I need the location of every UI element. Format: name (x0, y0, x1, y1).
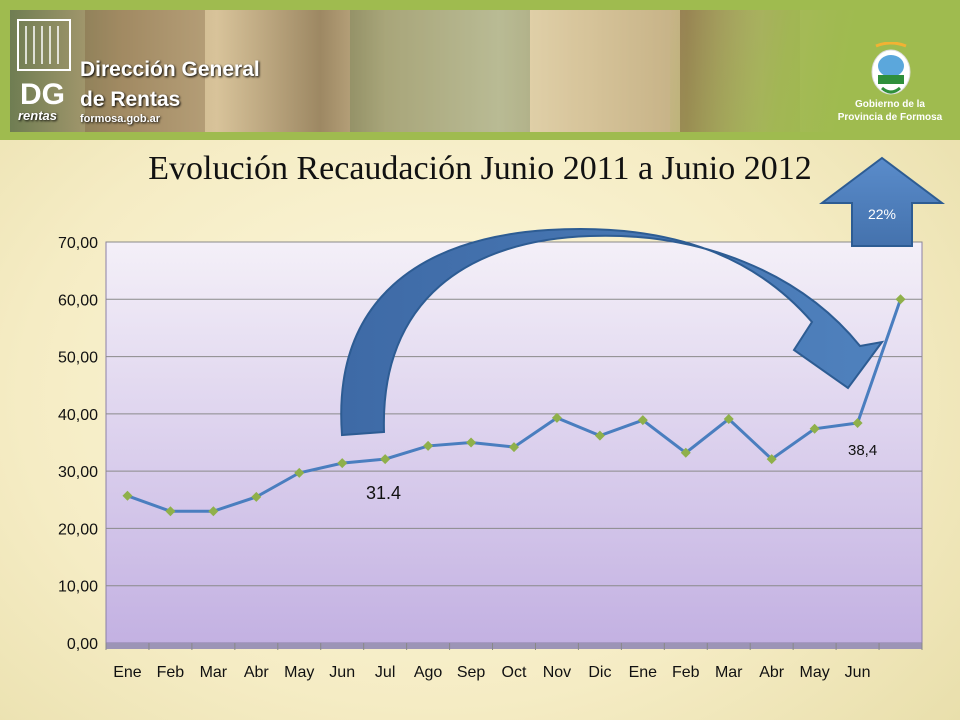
data-point (895, 294, 906, 305)
data-point (766, 454, 777, 465)
province-emblem-icon (871, 42, 911, 95)
data-point (294, 467, 305, 478)
data-point (466, 437, 477, 448)
y-tick-label: 10,00 (58, 579, 98, 596)
x-tick-label: Dic (588, 664, 611, 681)
x-tick-label: Ene (629, 664, 658, 681)
data-point (165, 506, 176, 517)
y-tick-label: 30,00 (58, 464, 98, 481)
data-point (251, 491, 262, 502)
data-label-jun: 31.4 (366, 483, 401, 503)
svg-text:DG: DG (20, 78, 65, 111)
series-markers (122, 294, 906, 517)
x-tick-label: May (284, 664, 314, 681)
x-tick-label: Ene (113, 664, 142, 681)
x-tick-label: Jul (375, 664, 395, 681)
data-point (637, 415, 648, 426)
header-banner: DG Dirección General de Rentas formosa.g… (0, 0, 960, 140)
x-tick-label: Abr (244, 664, 270, 681)
x-axis-ticks: Ene Feb Mar Abr May Jun Jul Ago Sep Oct Nov Dic Ene F… (105, 643, 923, 681)
x-tick-label: Jun (329, 664, 355, 681)
data-point (594, 430, 605, 441)
x-tick-label: Feb (157, 664, 185, 681)
dgr-logo: DG (17, 19, 71, 111)
x-tick-label: May (800, 664, 830, 681)
data-point (723, 414, 734, 425)
data-point (809, 423, 820, 434)
x-tick-label: Mar (715, 664, 743, 681)
x-tick-label: Mar (200, 664, 228, 681)
y-tick-label: 0,00 (67, 636, 98, 653)
curved-arrow-icon (340, 228, 885, 437)
x-tick-label: Jun (845, 664, 871, 681)
data-point (337, 458, 348, 469)
y-tick-label: 20,00 (58, 521, 98, 538)
x-tick-label: Oct (502, 664, 527, 681)
logo-rentas: rentas (18, 108, 58, 123)
data-label-last: 38,4 (848, 442, 877, 459)
grid-lines (106, 241, 922, 587)
data-point (380, 454, 391, 465)
data-point (509, 442, 519, 453)
data-point (680, 447, 691, 458)
plot-depth (106, 643, 922, 649)
data-point (852, 418, 863, 429)
x-tick-label: Nov (543, 664, 571, 681)
y-tick-label: 60,00 (58, 292, 98, 309)
up-arrow-icon (819, 156, 945, 247)
logo-title-line1: Dirección General (80, 58, 260, 81)
x-tick-label: Ago (414, 664, 443, 681)
x-tick-label: Abr (759, 664, 785, 681)
logo-url: formosa.gob.ar (80, 113, 161, 125)
x-tick-label: Sep (457, 664, 486, 681)
chart-title: Evolución Recaudación Junio 2011 a Junio… (148, 150, 812, 187)
x-tick-label: Feb (672, 664, 700, 681)
data-point (122, 490, 133, 501)
data-point (208, 506, 219, 517)
increase-badge-label: 22% (868, 206, 896, 222)
logo-title-line2: de Rentas (80, 88, 181, 111)
gov-line2: Provincia de Formosa (837, 112, 943, 123)
y-tick-label: 40,00 (58, 407, 98, 424)
header-fade (670, 10, 960, 140)
y-tick-label: 50,00 (58, 350, 98, 367)
y-tick-label: 70,00 (58, 235, 98, 252)
y-axis-ticks: 0,00 10,00 20,00 30,00 40,00 50,00 60,00 70,00 (58, 235, 98, 653)
data-point (551, 412, 562, 423)
data-point (423, 440, 434, 451)
gov-line1: Gobierno de la (854, 99, 925, 110)
